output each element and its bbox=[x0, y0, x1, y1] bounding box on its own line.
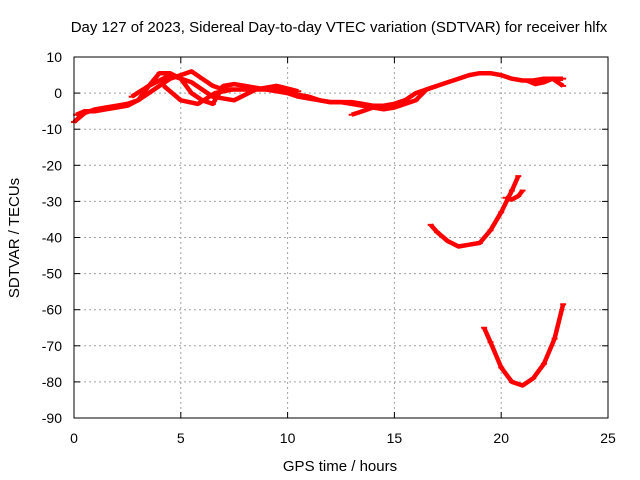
series-1 bbox=[71, 69, 567, 124]
series-6 bbox=[523, 76, 567, 88]
series-line bbox=[504, 189, 525, 202]
chart-title: Day 127 of 2023, Sidereal Day-to-day VTE… bbox=[71, 19, 608, 36]
y-tick-label: -40 bbox=[42, 230, 62, 246]
y-tick-label: -20 bbox=[42, 157, 62, 173]
series-line bbox=[429, 175, 521, 249]
grid bbox=[74, 57, 608, 418]
series-group bbox=[71, 69, 567, 388]
y-tick-label: -80 bbox=[42, 374, 62, 390]
series-9 bbox=[481, 303, 567, 388]
y-tick-label: -70 bbox=[42, 338, 62, 354]
x-tick-label: 25 bbox=[600, 430, 616, 446]
series-line bbox=[482, 303, 566, 388]
y-tick-label: 0 bbox=[54, 85, 62, 101]
series-5 bbox=[348, 98, 409, 117]
x-tick-label: 15 bbox=[387, 430, 403, 446]
series-7 bbox=[427, 175, 522, 249]
x-axis-label: GPS time / hours bbox=[283, 458, 397, 475]
y-tick-label: -30 bbox=[42, 193, 62, 209]
series-line bbox=[72, 69, 564, 124]
y-tick-label: -90 bbox=[42, 410, 62, 426]
y-tick-label: -60 bbox=[42, 302, 62, 318]
x-tick-label: 10 bbox=[280, 430, 296, 446]
x-tick-label: 20 bbox=[493, 430, 509, 446]
series-4 bbox=[160, 84, 236, 107]
x-tick-label: 0 bbox=[70, 430, 78, 446]
y-tick-label: -50 bbox=[42, 266, 62, 282]
x-axis: 0 5 10 15 20 25 bbox=[70, 57, 616, 446]
y-axis: 10 0 -10 -20 -30 -40 -50 -60 -70 -80 -90 bbox=[42, 49, 608, 426]
y-tick-label: -10 bbox=[42, 121, 62, 137]
y-tick-label: 10 bbox=[46, 49, 62, 65]
x-tick-label: 5 bbox=[177, 430, 185, 446]
series-8 bbox=[502, 189, 526, 202]
y-axis-label: SDTVAR / TECUs bbox=[6, 178, 23, 298]
